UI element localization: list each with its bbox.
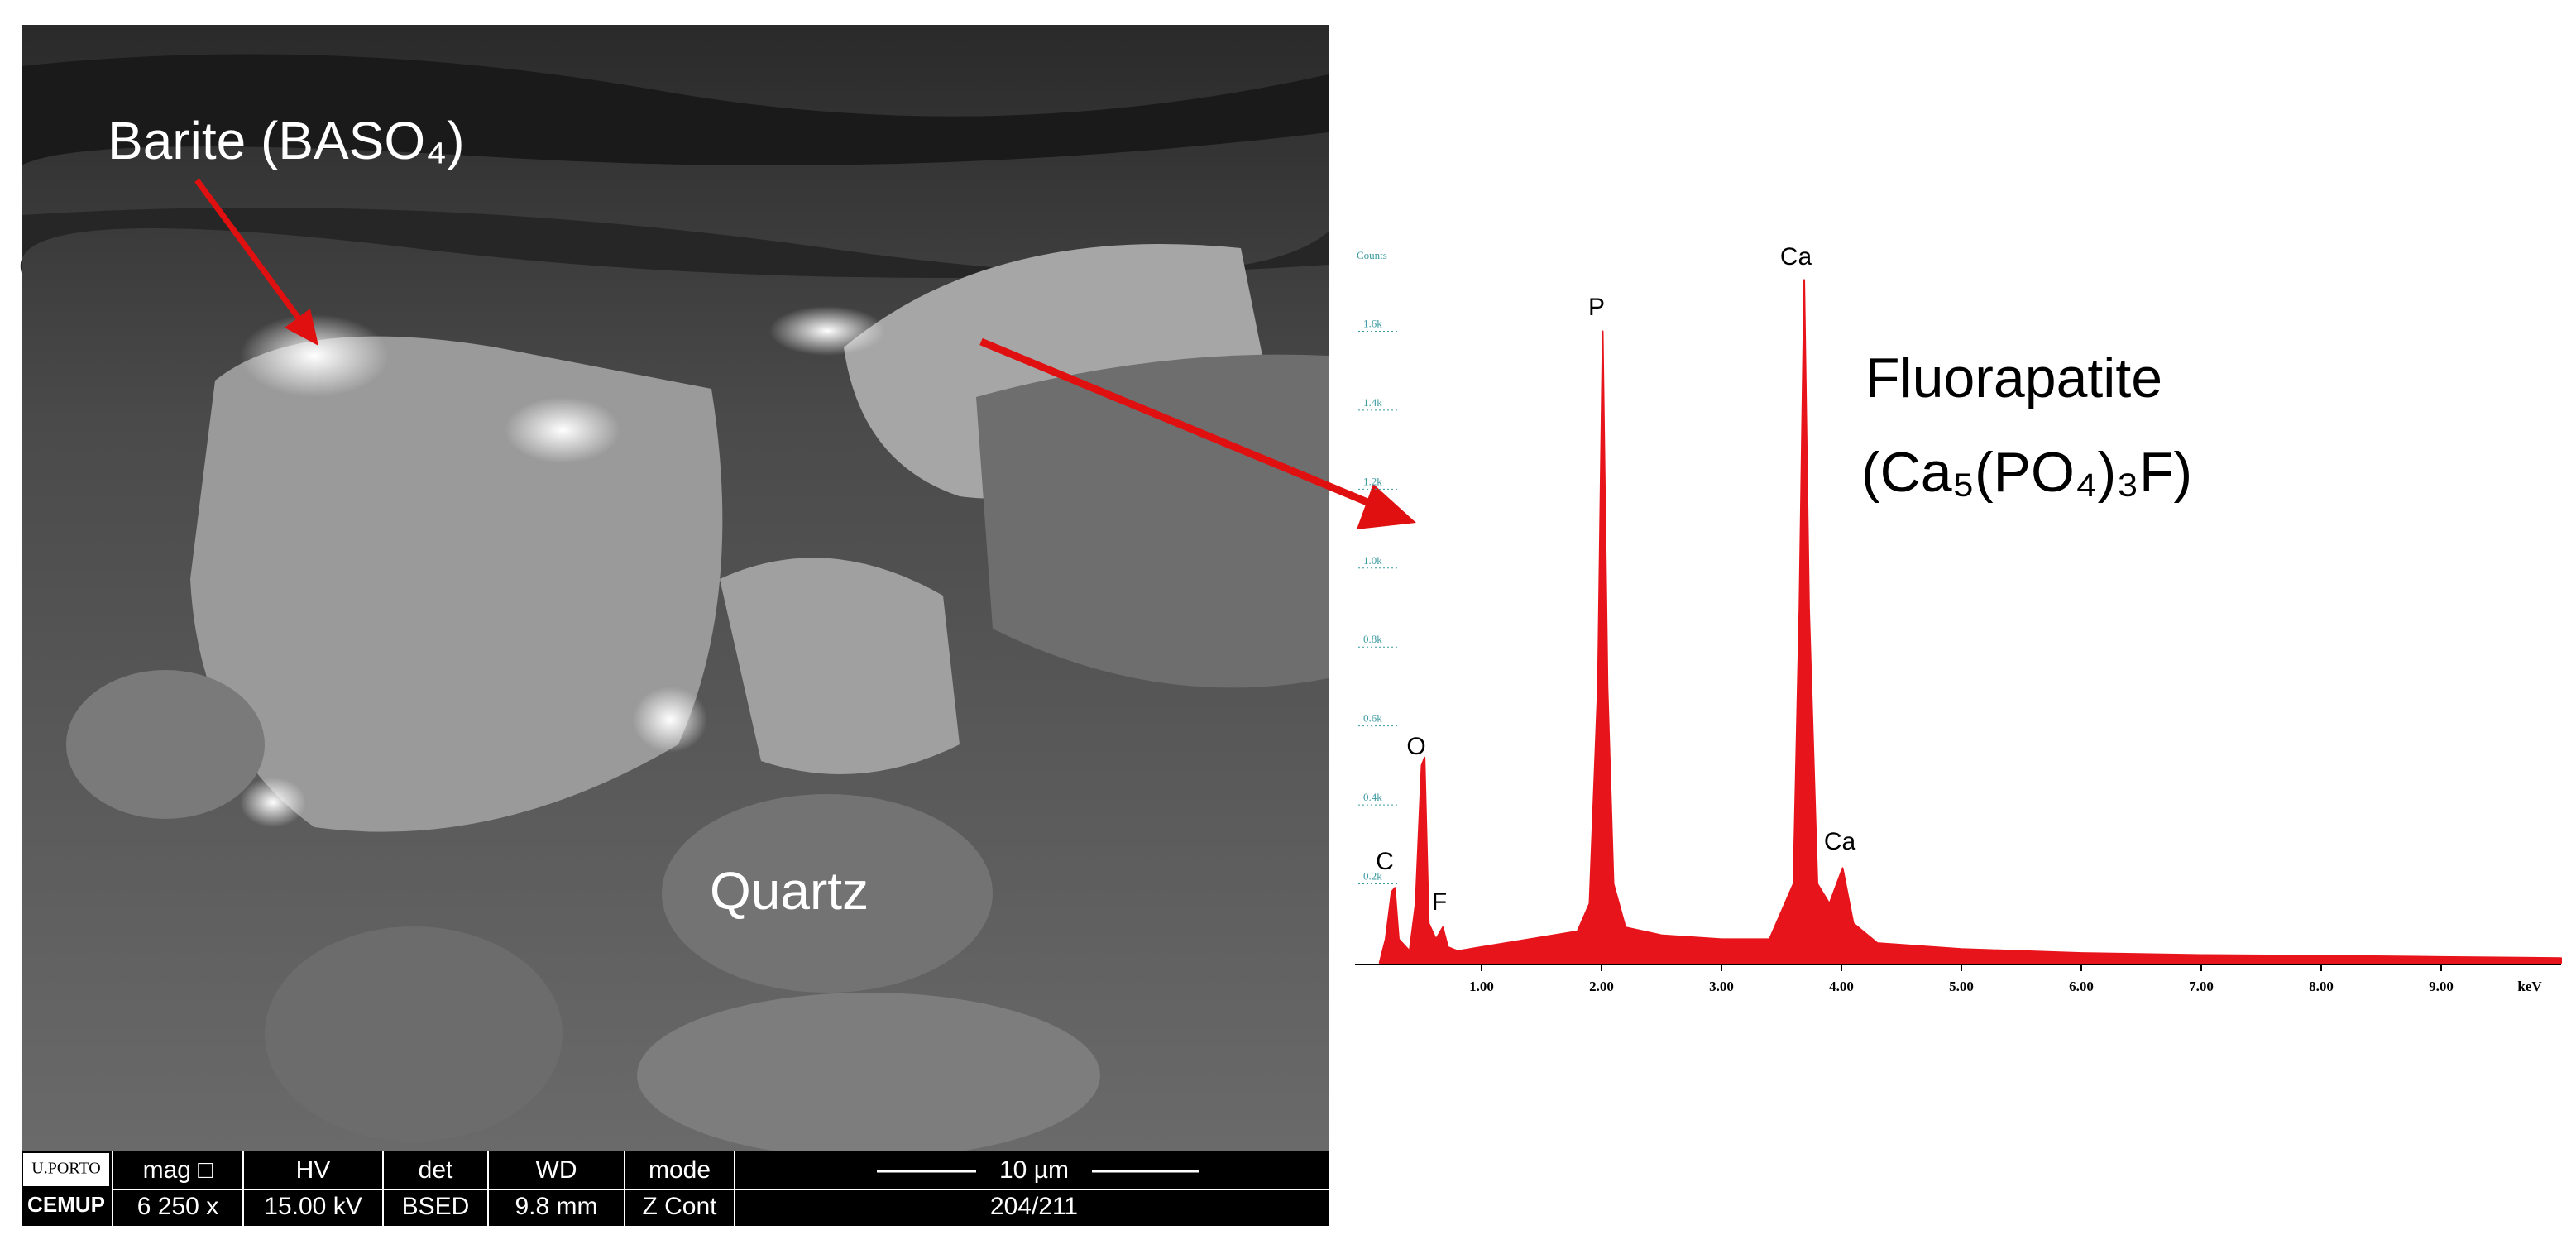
eds-spectrum: Counts 0.2k 0.4k 0.6k 0.8k 1.0k 1.2k 1.4k 1.6k 1.… [1355,243,2562,994]
x-tick-label: 5.00 [1949,979,1974,994]
sem-grain [720,558,960,774]
barite-arrow [194,178,318,346]
info-value: 15.00 kV [264,1193,362,1220]
sem-image: Barite (BASO₄) Quartz U.PORTO CEMUP mag … [20,25,1329,1226]
info-value: 6 250 x [137,1193,218,1220]
y-tick-label: 0.8k [1363,633,1382,645]
sem-bright-spot [505,397,620,463]
sem-grain [265,926,563,1142]
info-heading: mag □ [143,1156,214,1184]
y-tick-label: 0.4k [1363,791,1382,803]
sem-bright-spot [769,306,885,356]
arrow-shaft [979,337,1379,510]
x-tick-label: 2.00 [1589,979,1614,994]
logo-top: U.PORTO [31,1160,100,1178]
y-tick-label: 1.4k [1363,396,1382,409]
x-tick-label: 3.00 [1709,979,1734,994]
info-value: 9.8 mm [515,1193,597,1220]
sem-grain [976,354,1329,688]
barite-label: Barite (BASO₄) [108,111,465,170]
peak-label: P [1588,294,1605,321]
y-tick-label: 1.0k [1363,554,1382,567]
sem-grain [662,794,993,993]
arrow-head [285,309,318,346]
sem-grain [637,993,1100,1158]
y-tick-label: 0.6k [1363,712,1382,725]
arrow-shaft [194,178,304,325]
fluorapatite-arrow [979,337,1416,529]
y-axis-label: Counts [1357,249,1387,261]
sem-dark-layer [22,54,1329,165]
peak-label: O [1406,733,1425,760]
info-value: BSED [402,1193,470,1220]
info-heading: det [419,1156,453,1184]
x-tick-label: 4.00 [1829,979,1854,994]
logo-bottom: CEMUP [27,1192,105,1217]
info-heading: mode [649,1156,711,1184]
sem-grain [190,336,723,832]
logo-box [23,1153,109,1186]
sem-grain [66,670,265,819]
sem-bright-spot [633,687,707,753]
x-tick-label: 8.00 [2309,979,2334,994]
spectrum-area [1378,279,2562,964]
scale-bar-label: 10 µm [999,1156,1069,1184]
x-tick-label: 1.00 [1469,979,1494,994]
x-tick-label: 6.00 [2069,979,2094,994]
sem-dark-layer [20,208,1329,278]
frame-number: 204/211 [990,1193,1078,1220]
x-tick-label: 9.00 [2429,979,2454,994]
y-tick-label: 0.2k [1363,870,1382,883]
y-tick-label: 1.6k [1363,317,1382,329]
arrow-head [1357,484,1416,529]
mineral-name: Fluorapatite [1865,347,2162,409]
peak-label: Ca [1824,828,1856,855]
info-value: Z Cont [642,1193,717,1220]
info-bar: U.PORTO CEMUP mag □ 6 250 x HV 15.00 kV det B… [22,1151,1329,1226]
info-columns: mag □ 6 250 x HV 15.00 kV det BSED WD 9.8 mm mod… [112,1151,1329,1226]
sem-bright-spot [240,314,389,397]
info-heading: WD [536,1156,577,1184]
x-axis-label: keV [2517,979,2542,994]
sem-bright-spot [240,778,306,827]
info-heading: HV [296,1156,331,1184]
quartz-label: Quartz [710,861,869,921]
peak-label: C [1376,848,1394,875]
peak-label: Ca [1780,243,1812,270]
y-tick-label: 1.2k [1363,475,1382,487]
mineral-formula: (Ca₅(PO₄)₃F) [1861,441,2192,504]
peak-label: F [1432,888,1447,916]
x-tick-label: 7.00 [2189,979,2214,994]
